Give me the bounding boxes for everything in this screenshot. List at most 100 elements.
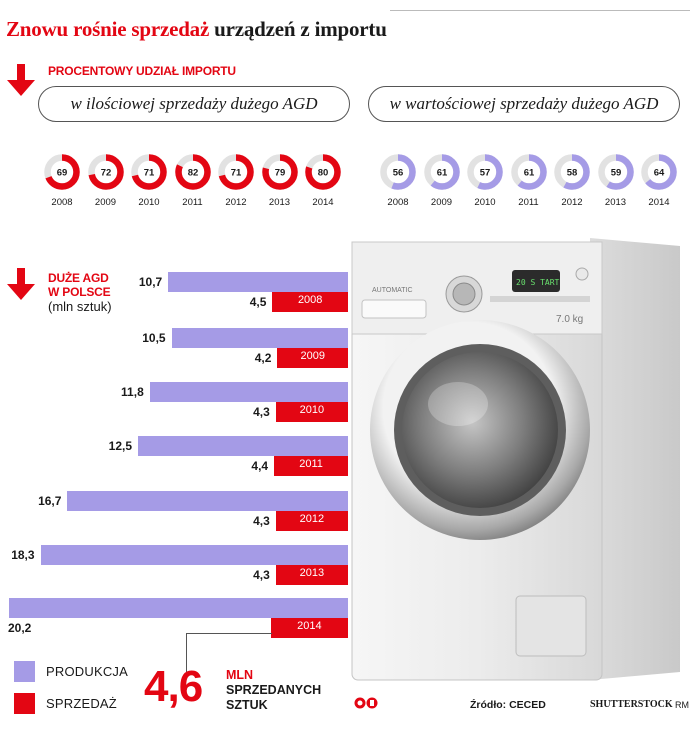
bar-sales-2010: [275, 402, 348, 422]
bar-year-label: 2012: [299, 513, 325, 525]
donut-value: 71: [144, 168, 155, 179]
washing-machine-image: AUTOMATIC 20 S TART 7.0 kg: [351, 238, 680, 681]
donut-value: 79: [274, 168, 285, 179]
bar-sales-value: 4,3: [253, 568, 270, 582]
bars-label-line1: DUŻE AGD: [48, 271, 109, 285]
donut-arc: [380, 154, 416, 190]
donut-year-label: 2009: [94, 197, 117, 208]
donut-quantity-2008: 69: [44, 154, 80, 190]
donut-value-2008: 56: [380, 154, 416, 190]
donut-year-label: 2013: [604, 197, 627, 208]
bar-sales-value: 4,3: [253, 405, 270, 419]
legend-label-production: PRODUKCJA: [46, 664, 128, 679]
donut-value: 82: [187, 168, 198, 179]
donut-value: 59: [610, 168, 621, 179]
donut-value: 61: [436, 168, 447, 179]
donut-year-label: 2009: [430, 197, 453, 208]
donut-year-label: 2012: [561, 197, 583, 208]
callout-value: 4,6: [144, 662, 203, 711]
donut-quantity-2014: 80: [305, 154, 341, 190]
red-arrow-down-icon-2: [7, 268, 35, 300]
bar-sales-2011: [274, 456, 348, 476]
donut-arc: [510, 154, 547, 190]
donut-arc: [305, 154, 341, 190]
legend-swatch-production: [14, 661, 35, 682]
bars-section-label: DUŻE AGD W POLSCE: [48, 271, 111, 299]
bar-year-label: 2014: [297, 620, 322, 632]
donut-year-label: 2010: [138, 197, 160, 208]
donut-arc: [467, 154, 503, 190]
donut-year-label: 2014: [648, 197, 670, 208]
bar-production-value: 18,3: [11, 548, 35, 562]
bar-year-label: 2011: [299, 458, 323, 470]
bar-production-2011: [138, 436, 348, 456]
donut-value-2011: 61: [510, 154, 547, 190]
bars-label-line2: W POLSCE: [48, 285, 111, 299]
bars-unit: (mln sztuk): [48, 299, 112, 314]
donut-quantity-2010: 71: [131, 154, 167, 190]
pill-quantity: w ilościowej sprzedaży dużego AGD: [38, 86, 350, 122]
bar-year-label: 2008: [297, 294, 323, 306]
donut-arc: [261, 154, 298, 190]
bar-sales-2014: [270, 618, 348, 638]
callout-line-vertical: [186, 633, 187, 673]
donut-quantity-2011: 82: [174, 154, 211, 190]
bar-production-2013: [40, 545, 348, 565]
donut-year-label: 2011: [182, 197, 203, 208]
donut-arc: [87, 154, 124, 190]
donut-year-label: 2011: [518, 197, 539, 208]
red-arrow-down-icon: [7, 64, 35, 96]
bar-production-value: 16,7: [38, 494, 62, 508]
donut-value: 71: [231, 168, 242, 179]
bar-production-value: 10,7: [138, 275, 163, 289]
bar-sales-2013: [275, 565, 348, 585]
author-initials: RM: [675, 700, 689, 710]
donut-year-label: 2013: [268, 197, 291, 208]
bar-year-label: 2010: [299, 404, 325, 416]
photo-credit: SHUTTERSTOCK: [590, 699, 673, 710]
bar-production-value: 20,2: [8, 621, 32, 635]
donut-value: 69: [57, 168, 68, 179]
donut-quantity-2013: 79: [261, 154, 298, 190]
bar-production-value: 11,8: [121, 385, 144, 399]
title-rest: urządzeń z importu: [214, 17, 387, 41]
machine-brand: AUTOMATIC: [372, 287, 413, 294]
donut-value-2013: 59: [597, 154, 634, 190]
top-rule: [390, 10, 690, 11]
source-text: Źródło: CECED: [470, 699, 546, 711]
donut-value: 56: [393, 168, 404, 179]
callout-unit-line3: SZTUK: [226, 698, 268, 712]
donut-arc: [218, 154, 254, 190]
donut-arc: [423, 154, 460, 190]
donut-year-label: 2008: [51, 197, 73, 208]
title-highlight: Znowu rośnie sprzedaż: [6, 17, 210, 41]
donut-quantity-2009: 72: [87, 154, 124, 190]
bar-year-label: 2009: [300, 350, 325, 362]
bar-production-2010: [149, 382, 348, 402]
bar-year-label: 2013: [299, 567, 325, 579]
donut-quantity-2012: 71: [218, 154, 254, 190]
legend-label-sales: SPRZEDAŻ: [46, 696, 117, 711]
bar-sales-value: 4,3: [253, 514, 270, 528]
donut-year-label: 2010: [474, 197, 496, 208]
donut-value: 80: [318, 168, 329, 179]
donut-arc: [641, 154, 677, 190]
callout-line-horizontal: [186, 633, 272, 634]
bar-production-value: 12,5: [108, 439, 132, 453]
bar-sales-value: 4,5: [249, 295, 267, 309]
donut-arc: [44, 154, 80, 190]
bar-sales-value: 4,2: [254, 351, 272, 365]
donut-value: 61: [523, 168, 534, 179]
donut-value-2009: 61: [423, 154, 460, 190]
callout-unit: MLN SPRZEDANYCH SZTUK: [226, 668, 321, 713]
donut-value: 64: [654, 168, 665, 179]
page-title: Znowu rośnie sprzedaż urządzeń z importu: [6, 17, 387, 42]
donut-value-2014: 64: [641, 154, 677, 190]
machine-capacity: 7.0 kg: [556, 314, 583, 325]
legend-swatch-sales: [14, 693, 35, 714]
donut-year-label: 2012: [225, 197, 247, 208]
import-share-label: PROCENTOWY UDZIAŁ IMPORTU: [48, 64, 236, 78]
donut-value: 57: [480, 168, 491, 179]
bar-production-2008: [168, 272, 348, 292]
donut-value-2010: 57: [467, 154, 503, 190]
